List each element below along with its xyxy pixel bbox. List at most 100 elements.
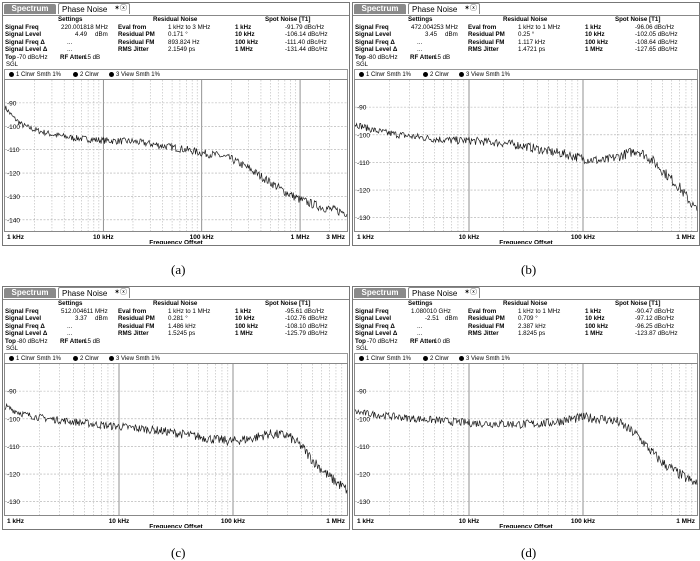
info-label: Signal Level Δ [355,330,398,337]
y-tick-label: -120 [7,171,20,178]
info-label: Signal Level [355,315,392,322]
phase-noise-plot: -90 -100 -110 -120 -130 -140 1 kHz 10 kHz 100 kH… [4,79,348,244]
tab-phase-noise[interactable]: Phase Noise ✶ⓧ [408,3,480,14]
spot-value: -97.12 dBc/Hz [635,315,675,322]
residual-value: 1.5245 ps [168,330,196,337]
phase-noise-panel: Spectrum Phase Noise ✶ⓧ Settings Residual No… [352,286,700,530]
legend-entry: 1 Clrwr Smth 1% [359,354,411,364]
info-label: Signal Freq Δ [355,38,395,46]
x-axis-label: Frequency Offset [499,524,553,529]
top-label: Top [355,53,366,61]
x-axis-label: Frequency Offset [499,240,553,245]
info-label: Signal Freq Δ [355,322,395,330]
rf-atten-label: RF Atten [410,337,436,345]
tab-spectrum[interactable]: Spectrum [354,4,406,14]
info-label: Signal Freq [5,23,39,31]
legend-label: 2 Clrwr [80,356,99,362]
tab-spectrum[interactable]: Spectrum [4,4,56,14]
info-label: Signal Level [5,31,42,38]
y-tick-label: -90 [7,100,17,107]
legend-marker-icon [359,355,364,361]
x-tick-label: 1 kHz [7,518,25,525]
tab-bar: Spectrum Phase Noise ✶ⓧ [3,3,349,15]
residual-value: 1 kHz to 1 MHz [518,307,561,315]
tab-phase-noise[interactable]: Phase Noise ✶ⓧ [408,287,480,298]
info-label: Signal Freq [5,307,39,315]
measurement-info: Settings Residual Noise Spot Noise [T1] Sig… [3,299,349,346]
signal-level-value: 4.49 [75,31,88,38]
legend-entry: 2 Clrwr [423,354,449,364]
y-tick-label: -90 [357,389,367,396]
y-tick-label: -100 [7,416,20,423]
tab-close-icon[interactable]: ✶ⓧ [464,289,477,296]
residual-label: Eval from [468,307,497,315]
spot-freq: 1 MHz [235,46,253,53]
legend-marker-icon [9,355,14,361]
signal-freq-value: 220.001818 MHz [61,23,109,31]
residual-value: 1 kHz to 1 MHz [518,23,561,31]
legend-marker-icon [423,355,428,361]
phase-noise-panel: Spectrum Phase Noise ✶ⓧ Settings Residual No… [352,2,700,246]
y-tick-label: -130 [357,499,370,506]
legend-label: 2 Clrwr [430,72,449,78]
legend-label: 1 Clrwr Smth 1% [16,356,62,362]
signal-freq-delta-value: ... [417,322,423,330]
legend-entry: 3 View Smth 1% [459,70,510,80]
top-value: -80 dBc/Hz [367,53,398,61]
rf-atten-value: 15 dB [84,53,101,61]
residual-label: RMS Jitter [468,46,499,53]
info-label: Signal Level Δ [5,330,48,337]
legend-marker-icon [459,355,464,361]
trace-1-line [354,122,698,211]
settings-heading: Settings [408,300,433,307]
residual-value: 1.8245 ps [518,330,546,337]
spot-freq: 10 kHz [585,315,605,322]
y-tick-label: -130 [7,194,20,201]
tab-close-icon[interactable]: ✶ⓧ [114,289,127,296]
residual-label: Eval from [118,23,147,31]
trace-1-line [354,409,698,485]
residual-value: 1.4721 ps [518,46,546,53]
measurement-info: Settings Residual Noise Spot Noise [T1] Sig… [353,15,699,62]
y-tick-label: -110 [7,147,20,154]
top-value: -70 dBc/Hz [367,337,398,345]
panel-caption: (a) [171,262,186,277]
spot-value: -125.79 dBc/Hz [285,330,328,337]
legend-entry: 1 Clrwr Smth 1% [9,354,61,364]
tab-phase-noise[interactable]: Phase Noise ✶ⓧ [58,287,130,298]
x-tick-label: 10 kHz [459,518,480,525]
spot-noise-heading: Spot Noise [T1] [265,16,311,23]
tab-bar: Spectrum Phase Noise ✶ⓧ [3,287,349,299]
tab-spectrum[interactable]: Spectrum [4,288,56,298]
x-tick-label: 1 MHz [291,234,311,241]
legend-entry: 2 Clrwr [423,70,449,80]
y-tick-label: -90 [357,105,367,112]
tab-bar: Spectrum Phase Noise ✶ⓧ [353,287,699,299]
legend-label: 1 Clrwr Smth 1% [366,356,412,362]
tab-spectrum[interactable]: Spectrum [354,288,406,298]
tab-close-icon[interactable]: ✶ⓧ [464,5,477,12]
rf-atten-label: RF Atten [60,337,86,345]
sgl-indicator: SGL [6,346,19,352]
tab-close-icon[interactable]: ✶ⓧ [114,5,127,12]
sgl-indicator: SGL [356,346,369,352]
residual-noise-heading: Residual Noise [153,16,198,23]
tab-phase-noise[interactable]: Phase Noise ✶ⓧ [58,3,130,14]
spot-noise-heading: Spot Noise [T1] [615,16,661,23]
spot-freq: 10 kHz [235,31,255,38]
sgl-indicator: SGL [356,62,369,68]
spot-freq: 1 MHz [585,46,603,53]
spot-freq: 1 kHz [585,307,602,315]
signal-freq-value: 472.004253 MHz [411,23,459,31]
x-tick-label: 100 kHz [221,518,246,525]
phase-noise-plot: -90 -100 -110 -120 -130 1 kHz 10 kHz 100 kHz 1 M… [4,363,348,528]
top-label: Top [355,337,366,345]
legend-entry: 3 View Smth 1% [459,354,510,364]
residual-value: 0.171 ° [168,31,188,38]
spot-freq: 100 kHz [235,38,259,46]
phase-noise-plot: -90 -100 -110 -120 -130 1 kHz 10 kHz 100 kHz 1 M… [354,79,698,244]
spot-value: -111.40 dBc/Hz [285,38,327,46]
signal-level-value: 3.45 [425,31,438,38]
info-label: Signal Freq [355,23,389,31]
residual-label: RMS Jitter [118,46,149,53]
